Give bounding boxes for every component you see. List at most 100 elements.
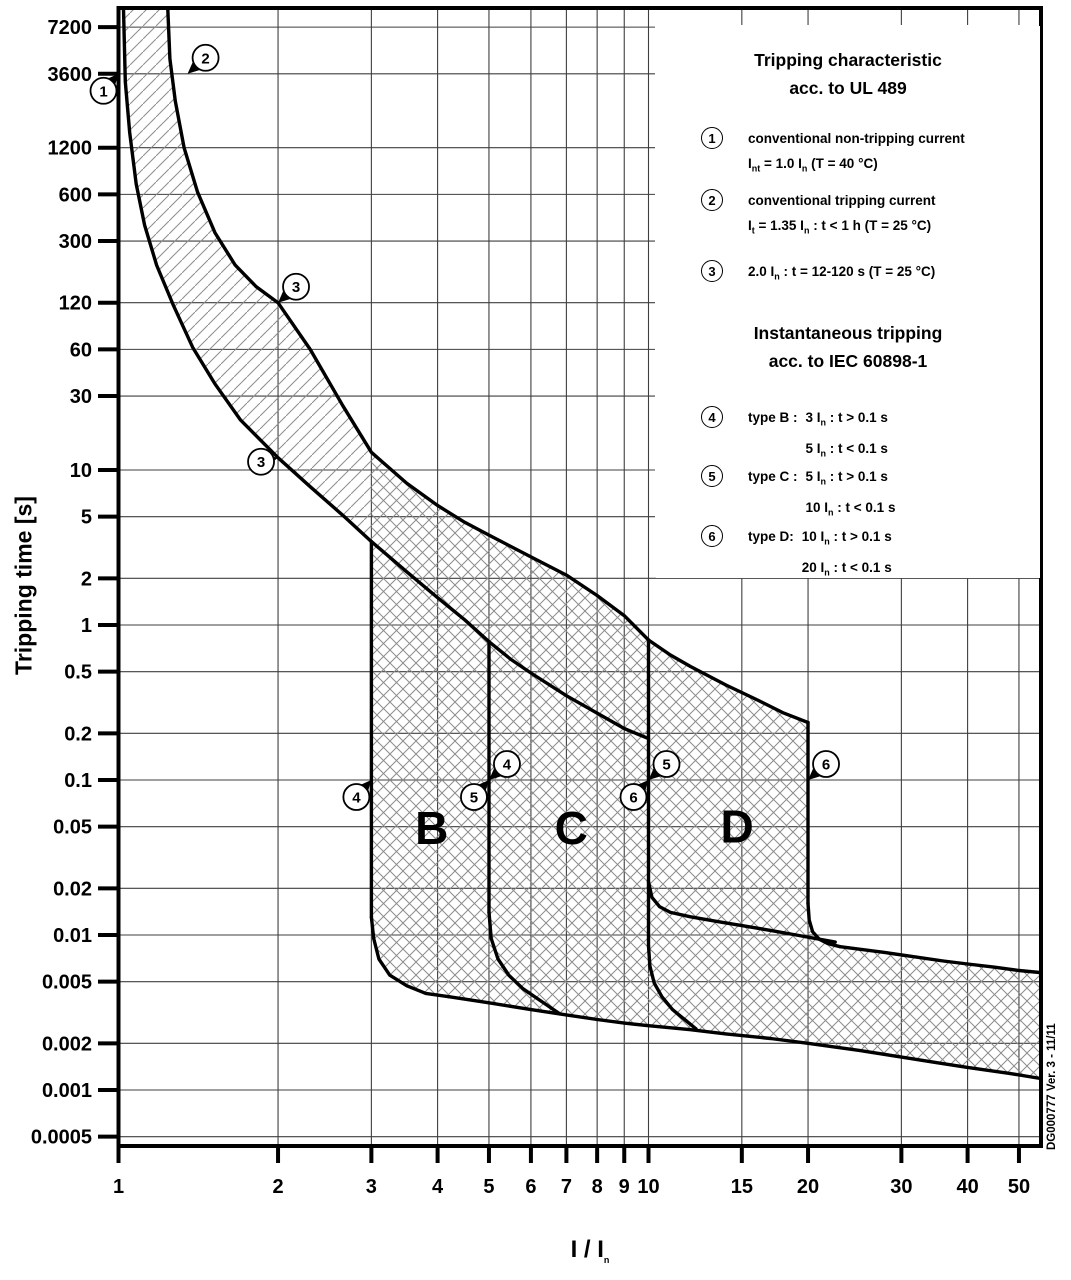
x-tick-labels: 1 2 3 4 5 6 7 8 9 10 15 20 30 40 50	[113, 1176, 1030, 1198]
marker-arrow	[488, 767, 502, 780]
legend-item-text: 2.0 In : t = 12-120 s (T = 25 °C)	[748, 264, 936, 282]
legend-title-iec-line1: Instantaneous tripping	[753, 323, 943, 343]
characteristic-curves	[121, 8, 1041, 1081]
marker-circle	[89, 76, 118, 105]
x-tick-15: 15	[731, 1176, 753, 1198]
marker-number: 3	[257, 454, 265, 471]
y-tick-60: 60	[70, 339, 92, 361]
marker-number: 3	[292, 279, 300, 296]
legend-number-badge: 5	[701, 465, 723, 487]
y-tick-120: 120	[59, 293, 92, 315]
region-label-c: C	[555, 802, 588, 854]
marker-circle	[282, 272, 310, 301]
marker-number: 5	[470, 790, 478, 807]
marker-circle	[652, 750, 681, 778]
y-tick-1: 1	[81, 615, 92, 637]
marker-arrow	[476, 780, 489, 793]
x-tick-1: 1	[113, 1176, 124, 1198]
legend-number-badge: 2	[701, 189, 723, 211]
curve-marker-4: 4	[342, 780, 372, 811]
legend-title-iec: Instantaneous tripping acc. to IEC 60898…	[656, 319, 1040, 375]
curve-d_top_limit	[646, 638, 810, 725]
curve-upper_min_open_line	[838, 945, 1041, 975]
legend-item-type-label: type B :	[748, 410, 798, 425]
marker-arrow	[187, 61, 201, 74]
legend-title-ul: Tripping characteristic acc. to UL 489	[656, 46, 1040, 102]
y-tick-0.02: 0.02	[53, 878, 92, 900]
y-tick-0.05: 0.05	[53, 817, 92, 839]
marker-circle	[460, 783, 488, 811]
x-tick-4: 4	[432, 1176, 444, 1198]
x-axis-title-sub: n	[603, 1254, 610, 1265]
legend-item-text: conventional non-tripping current Int = 1…	[748, 131, 965, 174]
legend-item-type-label: type D:	[748, 529, 794, 544]
marker-number: 2	[201, 50, 209, 67]
marker-circle	[247, 447, 275, 476]
marker-circle	[619, 783, 648, 811]
y-tick-2: 2	[81, 568, 92, 590]
y-tick-0.005: 0.005	[42, 972, 92, 994]
y-tick-600: 600	[59, 184, 92, 206]
curve-marker-3: 3	[247, 447, 279, 476]
x-tick-9: 9	[619, 1176, 630, 1198]
curve-bend10	[646, 944, 698, 1031]
x-axis-title-main: I / I	[570, 1236, 604, 1263]
marker-circle	[812, 750, 840, 778]
x-tick-6: 6	[525, 1176, 536, 1198]
legend-item-type-label: type C :	[748, 469, 798, 484]
legend-title-ul-line1: Tripping characteristic	[754, 50, 942, 70]
x-tick-3: 3	[366, 1176, 377, 1198]
curve-bottom_min_open_line	[447, 995, 1041, 1081]
y-tick-300: 300	[59, 231, 92, 253]
x-tick-8: 8	[592, 1176, 603, 1198]
legend-number-badge: 6	[701, 525, 723, 547]
marker-arrow	[359, 780, 372, 793]
marker-arrow	[106, 73, 119, 87]
marker-number: 6	[629, 790, 637, 807]
x-tick-2: 2	[272, 1176, 283, 1198]
x-tick-5: 5	[483, 1176, 494, 1198]
x-tick-7: 7	[561, 1176, 572, 1198]
y-tick-0.001: 0.001	[42, 1080, 92, 1102]
legend-title-ul-line2: acc. to UL 489	[789, 78, 907, 98]
y-tick-3600: 3600	[48, 64, 93, 86]
marker-number: 4	[352, 790, 361, 807]
axis-ticks	[98, 25, 1021, 1163]
y-tick-1200: 1200	[48, 138, 93, 160]
marker-arrow	[808, 767, 821, 780]
marker-arrow	[636, 780, 649, 793]
curve-lower_thermal_limit	[121, 8, 651, 741]
marker-number: 6	[822, 757, 830, 774]
y-axis-title: Tripping time [s]	[10, 496, 37, 675]
x-tick-10: 10	[637, 1176, 659, 1198]
curve-marker-5: 5	[460, 780, 489, 811]
region-label-d: D	[721, 801, 754, 853]
hatched-trip-zone	[123, 8, 1041, 1079]
x-tick-30: 30	[890, 1176, 912, 1198]
curve-marker-4: 4	[488, 750, 521, 780]
y-tick-0.0005: 0.0005	[31, 1127, 92, 1149]
x-tick-50: 50	[1008, 1176, 1030, 1198]
marker-circle	[191, 43, 220, 72]
marker-arrow	[278, 290, 291, 303]
legend-number-badge: 1	[701, 127, 723, 149]
y-tick-0.1: 0.1	[64, 770, 92, 792]
curve-bend5	[487, 910, 562, 1016]
curve-marker-6: 6	[808, 750, 840, 780]
legend-panel: Tripping characteristic acc. to UL 489 I…	[656, 26, 1040, 578]
legend-item-text: conventional tripping current It = 1.35 I…	[748, 193, 936, 236]
legend-number-badge: 4	[701, 406, 723, 428]
document-version-note: DG000777 Ver. 3 - 11/11	[1046, 1023, 1058, 1150]
marker-number: 5	[662, 757, 670, 774]
curve-bend3	[369, 915, 451, 999]
curve-marker-3: 3	[278, 272, 310, 303]
marker-arrow	[648, 767, 662, 780]
marker-number: 4	[503, 757, 512, 774]
curve-marker-6: 6	[619, 780, 649, 811]
legend-item-text: type C :5 In : t > 0.1 s 10 In : t < 0.1 …	[748, 464, 895, 525]
curve-bend20	[806, 901, 842, 949]
x-tick-40: 40	[956, 1176, 978, 1198]
y-tick-0.01: 0.01	[53, 925, 92, 947]
